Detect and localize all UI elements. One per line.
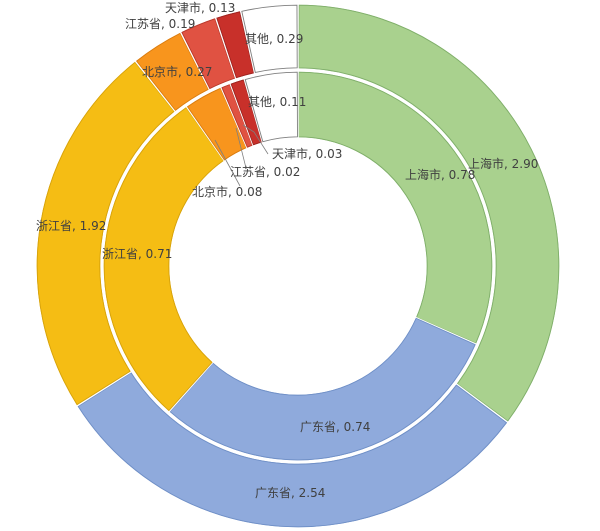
inner-slice-edge-其他 (244, 71, 298, 143)
data-labels: 上海市, 2.90 广东省, 2.54 浙江省, 1.92 北京市, 0.27 江苏省,… (36, 0, 538, 500)
outer-slice-edge-江苏省 (181, 18, 236, 90)
inner-data-label: 江苏省, 0.02 (230, 165, 300, 179)
outer-data-label: 其他, 0.29 (245, 32, 303, 46)
inner-leader-line (235, 127, 247, 169)
inner-slice-edge-浙江省 (103, 107, 225, 412)
inner-data-label: 天津市, 0.03 (272, 146, 342, 161)
inner-slice-edge-广东省 (169, 317, 476, 461)
inner-data-label: 上海市, 0.78 (405, 167, 475, 182)
outer-data-label: 天津市, 0.13 (165, 0, 235, 15)
inner-slice-广东省 (167, 316, 478, 462)
inner-leader-line (214, 139, 241, 187)
outer-data-label: 江苏省, 0.19 (125, 17, 195, 31)
inner-leader-line (242, 124, 269, 155)
inner-data-label: 其他, 0.11 (248, 95, 306, 109)
inner-slice-其他 (243, 70, 299, 144)
outer-slice-edge-广东省 (77, 372, 508, 528)
outer-slice-广东省 (75, 370, 510, 529)
outer-ring (35, 3, 561, 529)
inner-data-label: 北京市, 0.08 (192, 184, 262, 199)
outer-slice-上海市 (297, 3, 561, 424)
inner-data-label: 浙江省, 0.71 (102, 247, 172, 261)
outer-slice-edge-上海市 (298, 4, 560, 422)
inner-ring (102, 70, 494, 462)
inner-slice-edge-上海市 (298, 71, 493, 344)
inner-slice-浙江省 (102, 105, 226, 414)
outer-slice-其他 (239, 3, 299, 75)
outer-data-label: 广东省, 2.54 (255, 486, 325, 500)
outer-slice-edge-浙江省 (36, 61, 175, 406)
outer-data-label: 北京市, 0.27 (142, 64, 212, 79)
outer-data-label: 浙江省, 1.92 (36, 219, 106, 233)
outer-data-label: 上海市, 2.90 (468, 156, 538, 171)
inner-data-label: 广东省, 0.74 (300, 420, 370, 434)
outer-slice-edge-其他 (241, 4, 298, 73)
outer-slice-edge-北京市 (136, 32, 209, 111)
outer-slice-edge-天津市 (216, 11, 255, 79)
